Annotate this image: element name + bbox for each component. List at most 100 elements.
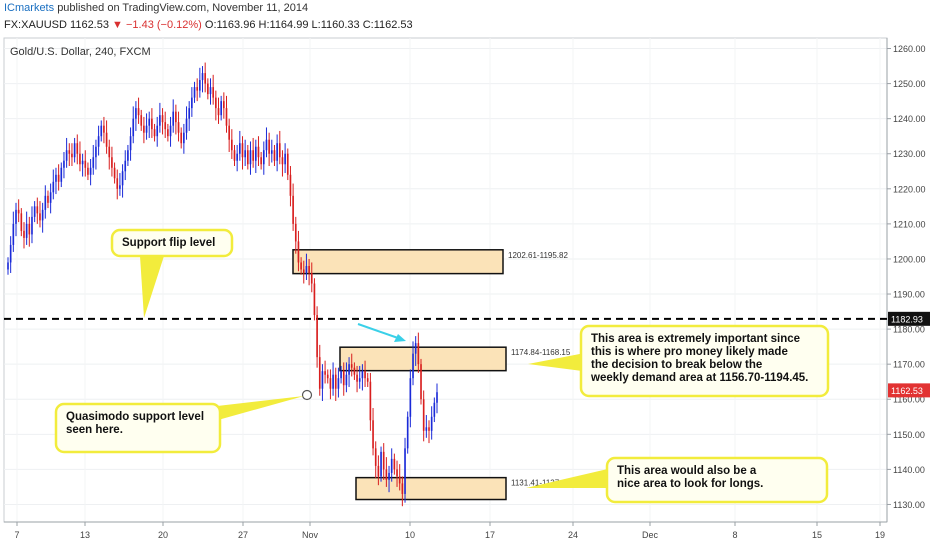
candle-down (316, 315, 318, 358)
candle-up (348, 364, 350, 375)
candle-down (113, 167, 116, 179)
x-tick-label: 20 (158, 530, 168, 540)
candle-up (337, 378, 340, 389)
y-axis-ticks: 1130.00 1140.00 1150.00 1160.00 1170.00 1180.… (887, 44, 926, 510)
candle-down (366, 378, 369, 382)
support-flip-callout-box (110, 228, 234, 258)
important-area-callout-pointer (528, 352, 590, 372)
important-area-callout-line: this is where pro money likely made (591, 346, 788, 358)
candle-down (417, 343, 420, 365)
candle-up (236, 153, 238, 161)
symbol[interactable]: FX:XAUUSD (4, 19, 67, 31)
cyan-arrow-icon (357, 323, 406, 342)
x-tick-label: 19 (875, 530, 885, 540)
x-tick-label: 7 (14, 530, 19, 540)
candle-down (374, 448, 377, 466)
candle-down (377, 465, 380, 477)
candle-down (228, 125, 230, 140)
y-tick-label: 1260.00 (893, 44, 926, 54)
candle-down (196, 87, 199, 91)
candle-down (177, 122, 180, 133)
candle-down (334, 374, 337, 389)
candle-up (148, 118, 151, 126)
candle-up (249, 150, 252, 165)
candle-down (350, 364, 353, 368)
candle-down (68, 150, 71, 154)
publisher-link[interactable]: ICmarkets (4, 2, 55, 14)
y-tick-label: 1250.00 (893, 79, 926, 89)
candle-down (257, 146, 260, 158)
candle-down (300, 262, 302, 270)
quasimodo-callout-pointer (200, 396, 304, 420)
candle-down (225, 108, 228, 126)
candle-up (52, 181, 55, 193)
last-price: 1162.53 (70, 19, 109, 31)
x-tick-label: 13 (80, 530, 90, 540)
published-text: published on TradingView.com, November 1… (57, 2, 309, 14)
candle-up (406, 416, 409, 449)
y-tick-label: 1240.00 (893, 114, 926, 124)
candle-down (278, 143, 281, 158)
zone-lower-box (355, 476, 507, 501)
candle-down (398, 476, 401, 484)
candle-up (63, 160, 65, 168)
level-tag-bg (888, 311, 930, 326)
quasimodo-callout-box (54, 402, 222, 454)
zones: 1202.61-1195.82 1174.84-1168.15 1131.41-11… (292, 249, 571, 501)
current-price-tag: 1162.53 (888, 383, 930, 398)
candle-up (156, 125, 159, 137)
candle-down (382, 451, 385, 470)
candle-up (81, 160, 84, 165)
candle-down (223, 101, 225, 109)
x-tick-label: Nov (302, 530, 319, 540)
candle-up (145, 125, 148, 133)
candle-up (49, 192, 52, 203)
candle-up (188, 108, 191, 119)
important-area-callout-line: weekly demand area at 1156.70-1194.45. (590, 372, 808, 384)
price-tag-text: 1162.53 (891, 386, 923, 396)
candle-up (73, 143, 76, 158)
y-tick-label: 1210.00 (893, 219, 926, 229)
candle-up (238, 143, 241, 154)
candle-down (385, 469, 388, 480)
candle-down (310, 272, 313, 284)
candles (7, 62, 438, 507)
candle-down (428, 427, 430, 431)
candle-up (7, 262, 9, 270)
candle-up (185, 118, 188, 133)
candle-up (305, 265, 308, 273)
candle-down (39, 213, 41, 221)
candle-up (100, 125, 103, 137)
candle-down (420, 364, 422, 400)
candle-down (105, 132, 108, 147)
candle-down (356, 374, 358, 382)
x-axis-ticks: 7 13 20 27 Nov 10 17 24 Dec 8 15 19 (14, 522, 885, 540)
candle-down (103, 125, 105, 133)
x-tick-label: 17 (485, 530, 495, 540)
candle-down (167, 129, 169, 137)
y-tick-label: 1200.00 (893, 254, 926, 264)
candle-down (84, 160, 87, 168)
candle-up (358, 378, 361, 382)
candle-down (180, 132, 183, 144)
candle-down (143, 125, 145, 133)
candle-up (430, 416, 433, 431)
candle-down (329, 378, 332, 389)
candle-down (79, 153, 81, 165)
candle-up (276, 143, 278, 161)
support-flip-callout-pointer (140, 256, 164, 318)
candle-up (25, 223, 28, 238)
publish-line: ICmarkets published on TradingView.com, … (4, 2, 308, 14)
candle-down (252, 150, 254, 161)
quasimodo-callout-line: Quasimodo support level (66, 411, 204, 423)
zone-middle-box (339, 346, 507, 372)
longs-area-callout-box (605, 456, 829, 504)
candle-up (31, 216, 33, 235)
candle-up (433, 402, 436, 417)
candle-up (55, 174, 57, 182)
callouts: Support flip level Quasimodo support leve… (54, 228, 830, 504)
x-tick-label: 15 (812, 530, 822, 540)
candle-up (201, 73, 204, 81)
price-change: ▼ −1.43 (−0.12%) (112, 19, 202, 31)
